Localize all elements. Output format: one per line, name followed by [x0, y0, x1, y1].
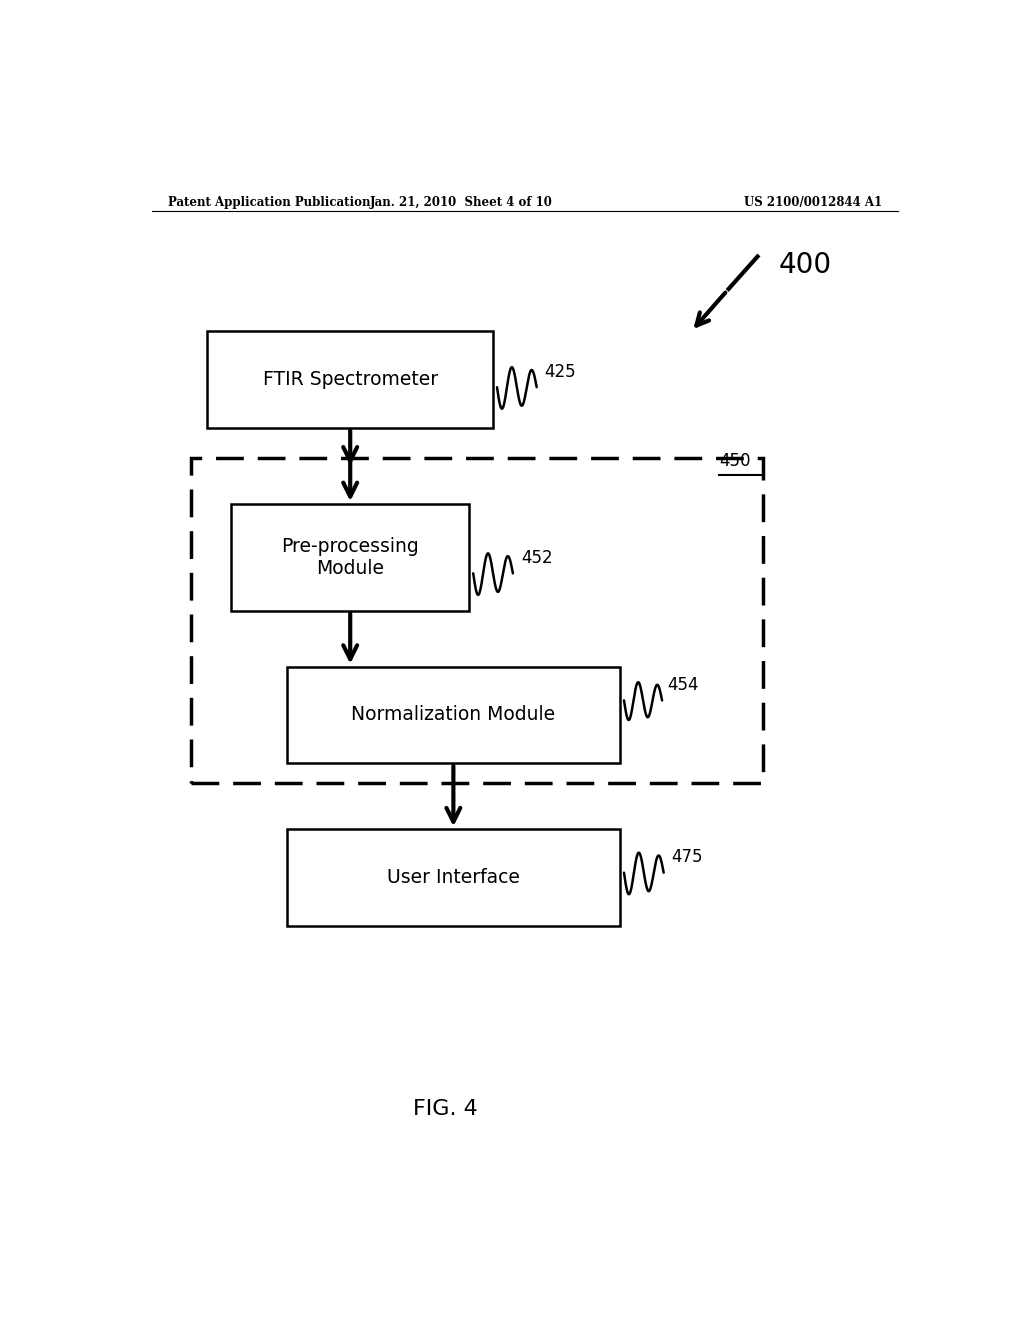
Text: 475: 475 [672, 849, 703, 866]
Bar [231, 504, 469, 611]
Bar [191, 458, 763, 784]
Text: 425: 425 [545, 363, 577, 381]
Text: FTIR Spectrometer: FTIR Spectrometer [262, 370, 438, 389]
Text: 400: 400 [778, 251, 831, 279]
Text: Pre-processing
Module: Pre-processing Module [282, 537, 419, 578]
Text: 450: 450 [719, 453, 751, 470]
Text: US 2100/0012844 A1: US 2100/0012844 A1 [743, 195, 882, 209]
Bar [287, 667, 621, 763]
Text: 454: 454 [668, 676, 699, 694]
Text: Jan. 21, 2010  Sheet 4 of 10: Jan. 21, 2010 Sheet 4 of 10 [370, 195, 553, 209]
Text: FIG. 4: FIG. 4 [413, 1098, 478, 1119]
Text: User Interface: User Interface [387, 869, 520, 887]
Bar [207, 331, 494, 428]
Text: Normalization Module: Normalization Module [351, 705, 555, 725]
Text: 452: 452 [521, 549, 553, 568]
Text: Patent Application Publication: Patent Application Publication [168, 195, 371, 209]
Bar [287, 829, 621, 925]
